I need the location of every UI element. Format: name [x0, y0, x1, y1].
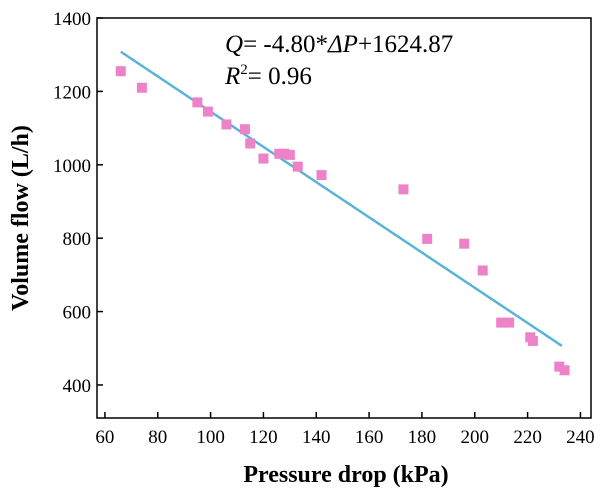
x-tick-label: 220: [513, 427, 542, 448]
x-tick-label: 160: [355, 427, 384, 448]
fit-line: [120, 50, 563, 347]
data-point: [245, 138, 256, 149]
data-point: [527, 335, 538, 346]
y-axis: 400 600 800 1000 1200 1400: [53, 9, 103, 397]
data-point: [398, 184, 409, 195]
data-point: [504, 317, 515, 328]
x-tick-label: 200: [461, 427, 490, 448]
data-point: [115, 66, 126, 77]
fit-line-layer: [120, 50, 563, 347]
data-point: [459, 238, 470, 249]
eq-q: Q: [225, 31, 243, 58]
x-tick-label: 240: [566, 427, 595, 448]
plot-frame: [96, 17, 592, 419]
x-axis: 60 80 100 120 140 160 180 200 220 240: [95, 412, 595, 448]
x-tick-label: 140: [302, 427, 331, 448]
data-point: [136, 82, 147, 93]
data-point: [202, 106, 213, 117]
fit-equation: Q= -4.80*ΔP+1624.87: [225, 31, 453, 58]
eq-dp: ΔP: [327, 31, 358, 58]
data-point: [292, 161, 303, 172]
y-tick-label: 400: [63, 376, 92, 397]
y-tick-label: 1200: [53, 82, 91, 103]
data-point: [221, 119, 232, 130]
data-point: [258, 153, 269, 164]
r-symbol: R: [224, 63, 240, 90]
data-point: [274, 148, 285, 159]
data-point: [422, 233, 433, 244]
r-squared-label: R2= 0.96: [224, 62, 312, 90]
r-value: = 0.96: [248, 63, 312, 90]
eq-tail: +1624.87: [358, 31, 453, 58]
data-points: [115, 66, 570, 376]
data-point: [192, 97, 203, 108]
r-superscript: 2: [240, 62, 248, 78]
data-point: [496, 317, 507, 328]
y-tick-label: 1000: [53, 156, 91, 177]
data-point: [477, 265, 488, 276]
y-tick-label: 600: [63, 303, 92, 324]
data-point: [239, 124, 250, 135]
x-tick-label: 120: [249, 427, 278, 448]
x-axis-title: Pressure drop (kPa): [243, 462, 448, 488]
data-point: [559, 365, 570, 376]
x-tick-label: 60: [95, 427, 114, 448]
data-point: [554, 361, 565, 372]
data-point: [279, 148, 290, 159]
y-tick-label: 800: [63, 229, 92, 250]
data-point: [284, 149, 295, 160]
data-point: [316, 170, 327, 181]
y-axis-title: Volume flow (L/h): [8, 125, 34, 311]
x-tick-label: 180: [408, 427, 437, 448]
y-tick-label: 1400: [53, 9, 91, 30]
x-tick-label: 80: [148, 427, 167, 448]
eq-mid: = -4.80*: [243, 31, 328, 58]
x-tick-label: 100: [196, 427, 225, 448]
